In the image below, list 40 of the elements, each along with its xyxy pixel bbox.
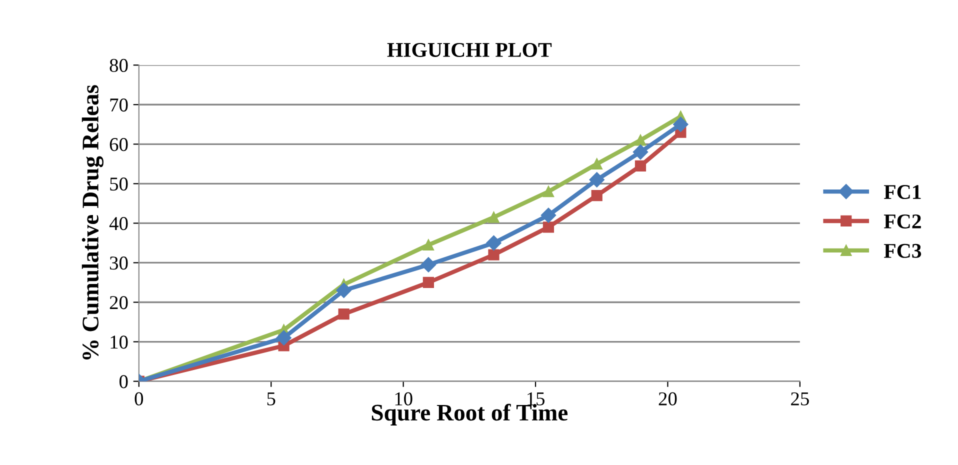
x-tick-label: 10: [395, 392, 412, 406]
point: [542, 222, 554, 233]
point: [542, 186, 554, 198]
x-tick-label: 15: [528, 392, 544, 406]
point: [634, 134, 646, 146]
x-tick-label: 0: [134, 392, 144, 406]
point: [488, 212, 500, 223]
legend-label: FC3: [884, 244, 922, 258]
chart-title: HIGUICHI PLOT: [387, 42, 552, 57]
legend-label: FC1: [884, 185, 921, 200]
point: [632, 144, 648, 160]
point: [338, 308, 350, 320]
y-tick-label: 0: [120, 375, 128, 388]
x-tick-label: 5: [267, 392, 276, 406]
point: [591, 190, 602, 202]
x-axis-title: Squre Root of Time: [372, 404, 568, 426]
x-tick-label: 25: [791, 392, 809, 406]
y-tick-label: 70: [110, 98, 128, 112]
x-tick-label: 20: [658, 392, 677, 406]
point: [486, 235, 502, 251]
point: [422, 239, 434, 250]
y-tick-label: 20: [110, 296, 128, 310]
point: [276, 330, 292, 346]
point: [673, 116, 688, 132]
y-axis-title: % Cumulative Drug Releas: [82, 85, 104, 360]
y-tick-label: 40: [109, 217, 128, 230]
point: [634, 160, 646, 172]
y-tick-label: 10: [110, 336, 128, 349]
point: [420, 257, 436, 272]
point: [589, 172, 604, 188]
y-tick-label: 30: [110, 256, 128, 270]
y-tick-label: 60: [110, 138, 128, 152]
point: [591, 158, 602, 170]
point: [488, 249, 500, 260]
point: [336, 282, 352, 298]
y-tick-label: 50: [110, 177, 128, 191]
point: [540, 208, 556, 223]
legend-label: FC2: [884, 214, 921, 228]
point: [422, 276, 434, 288]
y-tick-label: 80: [110, 58, 128, 72]
